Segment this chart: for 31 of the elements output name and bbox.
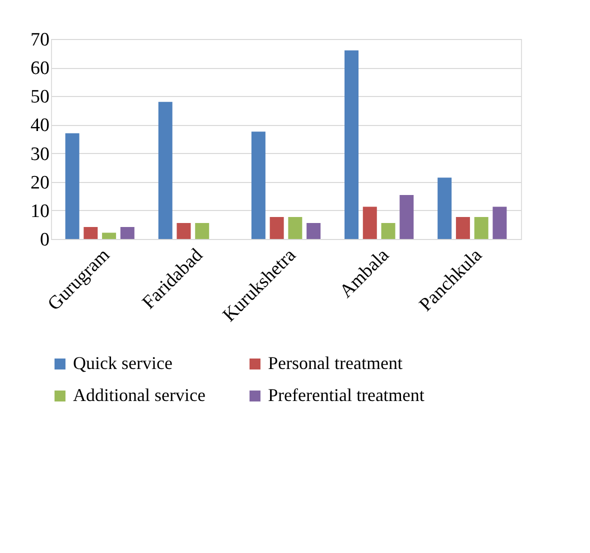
bar: [400, 195, 414, 239]
bar: [362, 206, 377, 239]
y-tick-label: 50: [30, 86, 50, 108]
y-tick-label: 70: [30, 30, 50, 50]
bar: [65, 133, 80, 239]
legend-label: Personal treatment: [268, 353, 402, 373]
y-tick-label: 0: [40, 230, 50, 250]
y-tick-label: 40: [30, 115, 50, 136]
y-tick-label: 10: [30, 200, 50, 222]
y-tick-label: 60: [30, 58, 50, 80]
legend-label: Preferential treatment: [268, 385, 424, 405]
bar: [102, 232, 116, 239]
bar: [492, 206, 507, 239]
legend-label: Additional service: [73, 385, 206, 405]
bar: [270, 217, 284, 239]
bar: [474, 217, 488, 239]
bar: [251, 132, 266, 239]
legend-label: Quick service: [73, 353, 172, 373]
y-tick-label: 20: [30, 172, 50, 194]
bar: [120, 227, 134, 239]
y-tick-label: 30: [30, 144, 50, 165]
bar: [288, 217, 302, 239]
bar: [84, 227, 98, 239]
bar: [176, 223, 191, 239]
bar: [456, 217, 470, 239]
bar: [306, 223, 321, 239]
bar: [381, 223, 396, 239]
bar: [158, 102, 172, 239]
bar: [438, 178, 452, 239]
bar: [195, 223, 210, 239]
bar: [344, 50, 359, 239]
